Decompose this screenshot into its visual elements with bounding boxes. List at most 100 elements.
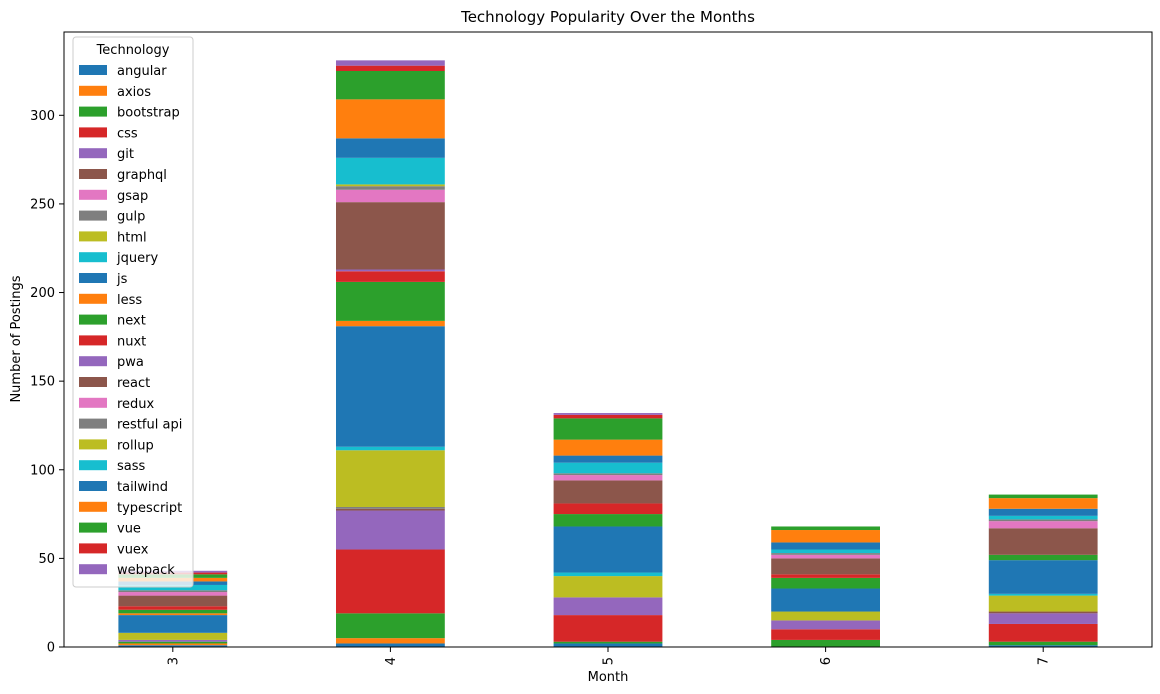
bar-segment-tailwind-month-4 [336, 138, 445, 158]
bar-segment-nuxt-month-6 [771, 574, 880, 578]
legend-swatch-git [79, 148, 107, 159]
bar-segment-sass-month-4 [336, 157, 445, 185]
legend-label-graphql: graphql [117, 168, 167, 183]
legend-swatch-nuxt [79, 335, 107, 346]
x-tick-label: 7 [1037, 657, 1052, 665]
bars-layer [118, 60, 1098, 647]
bar-segment-angular-month-3 [118, 645, 228, 647]
legend-swatch-less [79, 293, 107, 304]
bar-segment-vue-month-5 [553, 418, 663, 440]
bar-segment-html-month-5 [553, 576, 663, 598]
bar-segment-restful-api-month-7 [988, 519, 1098, 522]
bar-segment-tailwind-month-6 [771, 542, 880, 550]
bar-segment-typescript-month-7 [988, 498, 1098, 509]
bar-segment-jquery-month-4 [336, 446, 445, 451]
x-axis-title: Month [588, 670, 629, 685]
axes-layer: 0 50 100 150 200 250 300 3 4 5 6 7 [30, 31, 1153, 665]
bar-segment-css-month-7 [988, 623, 1098, 642]
bar-segment-tailwind-month-7 [988, 508, 1098, 516]
bar-segment-graphql-month-7 [988, 611, 1098, 614]
legend-swatch-restful-api [79, 418, 107, 429]
bar-segment-next-month-7 [988, 554, 1098, 561]
bar-segment-sass-month-3 [118, 584, 228, 591]
legend-swatch-tailwind [79, 481, 107, 491]
legend-swatch-bootstrap [79, 106, 107, 117]
bar-segment-redux-month-6 [771, 554, 880, 559]
bar-segment-angular-month-5 [553, 643, 663, 647]
bar-segment-git-month-6 [771, 620, 880, 630]
y-tick-label: 200 [30, 286, 55, 301]
legend-label-css: css [117, 126, 138, 141]
legend-swatch-sass [79, 460, 107, 471]
legend-label-react: react [117, 376, 150, 391]
legend-title: Technology [96, 43, 170, 58]
bar-segment-nuxt-month-5 [553, 503, 663, 515]
legend-label-next: next [117, 314, 146, 329]
bar-segment-js-month-6 [771, 588, 880, 612]
bar-segment-git-month-5 [553, 597, 663, 616]
legend-label-js: js [116, 272, 128, 287]
bar-segment-nuxt-month-4 [336, 271, 445, 282]
y-tick-label: 150 [30, 375, 55, 390]
legend-label-axios: axios [117, 85, 151, 100]
bar-segment-html-month-7 [988, 595, 1098, 612]
legend-label-bootstrap: bootstrap [117, 106, 180, 121]
bar-segment-restful-api-month-5 [553, 473, 663, 476]
legend-label-jquery: jquery [116, 251, 158, 266]
bar-segment-next-month-5 [553, 514, 663, 527]
legend-label-vue: vue [117, 522, 141, 537]
bar-segment-less-month-3 [118, 613, 228, 616]
x-tick-label: 6 [819, 657, 834, 665]
legend-label-less: less [117, 293, 142, 308]
legend-swatch-vuex [79, 543, 107, 554]
x-tick-label: 4 [384, 657, 399, 665]
legend-label-vuex: vuex [117, 542, 149, 557]
bar-segment-js-month-5 [553, 526, 663, 573]
x-tick-label: 3 [166, 657, 181, 665]
bar-segment-vue-month-6 [771, 526, 880, 531]
bar-segment-redux-month-3 [118, 592, 228, 596]
bar-segment-axios-month-4 [336, 638, 445, 644]
y-tick-label: 300 [30, 109, 55, 124]
legend-label-html: html [117, 230, 147, 245]
bar-segment-gulp-month-4 [336, 506, 445, 509]
legend-swatch-graphql [79, 169, 107, 179]
bar-segment-less-month-4 [336, 320, 445, 327]
legend-label-tailwind: tailwind [117, 480, 168, 495]
bar-segment-webpack-month-5 [553, 413, 663, 415]
bar-segment-js-month-4 [336, 326, 445, 447]
legend-label-angular: angular [117, 64, 167, 79]
bar-segment-next-month-3 [118, 609, 228, 614]
bar-segment-react-month-5 [553, 480, 663, 504]
bar-segment-bootstrap-month-5 [553, 641, 663, 644]
bar-segment-vue-month-4 [336, 70, 445, 100]
y-tick-label: 100 [30, 463, 55, 478]
legend-swatch-js [79, 273, 107, 283]
bar-segment-html-month-3 [118, 632, 228, 640]
bar-segment-js-month-3 [118, 615, 228, 633]
bar-segment-js-month-7 [988, 560, 1098, 594]
bar-segment-css-month-4 [336, 549, 445, 614]
legend-label-gsap: gsap [117, 189, 148, 204]
legend-label-git: git [117, 147, 134, 162]
y-tick-label: 0 [47, 641, 55, 656]
bar-segment-nuxt-month-3 [118, 606, 228, 610]
bar-segment-axios-month-3 [118, 643, 228, 646]
bar-segment-next-month-6 [771, 577, 880, 589]
bar-segment-react-month-4 [336, 202, 445, 270]
bar-segment-bootstrap-month-4 [336, 613, 445, 639]
bar-segment-bootstrap-month-6 [771, 639, 880, 647]
bar-segment-redux-month-5 [553, 475, 663, 481]
chart-title: Technology Popularity Over the Months [460, 8, 755, 26]
bar-segment-css-month-5 [553, 615, 663, 642]
bar-segment-html-month-6 [771, 611, 880, 621]
legend-label-nuxt: nuxt [117, 334, 146, 349]
legend-label-rollup: rollup [117, 438, 154, 453]
bar-segment-webpack-month-4 [336, 60, 445, 66]
legend-swatch-rollup [79, 439, 107, 450]
legend-label-redux: redux [117, 397, 155, 412]
legend-swatch-gsap [79, 189, 107, 200]
bar-segment-typescript-month-5 [553, 439, 663, 456]
legend-swatch-vue [79, 522, 107, 533]
